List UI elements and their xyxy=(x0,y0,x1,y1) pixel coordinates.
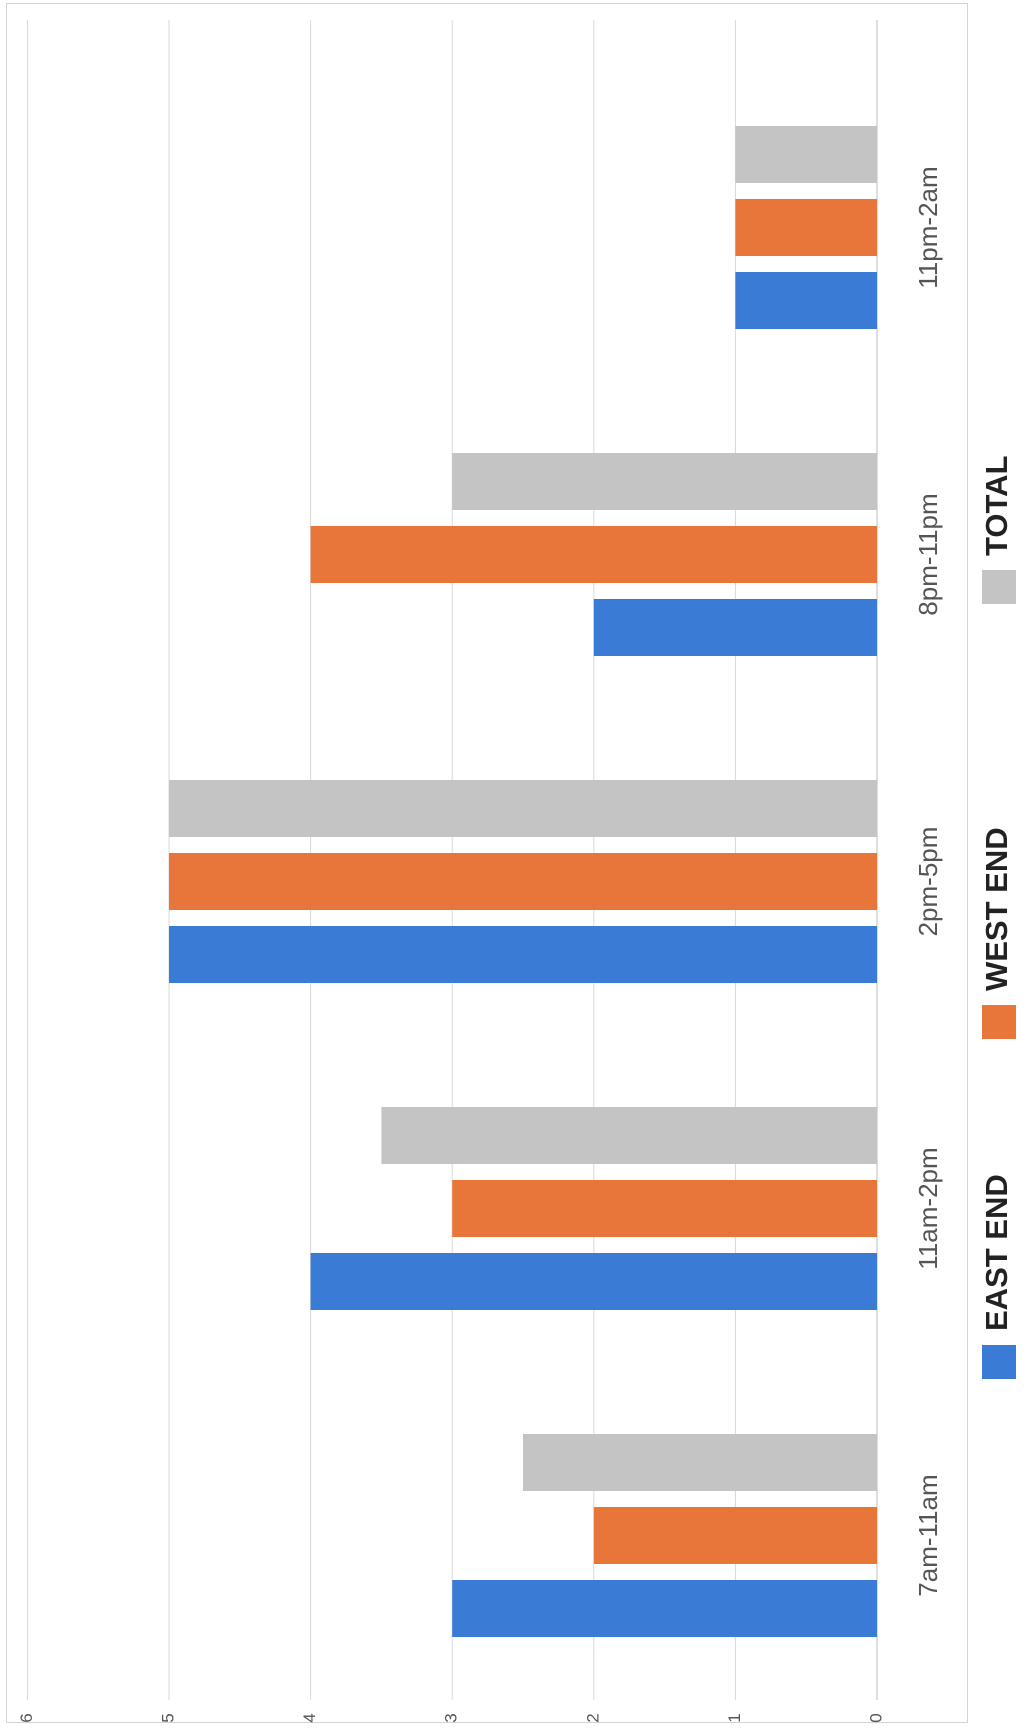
value-axis-ticks: 0 1 2 3 4 5 6 xyxy=(17,1713,886,1722)
category-axis-labels: 7am-11am 11am-2pm 2pm-5pm 8pm-11pm 11pm-2am xyxy=(913,166,943,1596)
bar-east-end-8pm-11pm xyxy=(593,599,877,656)
value-tick-3: 3 xyxy=(442,1713,461,1722)
category-label-11am-2pm: 11am-2pm xyxy=(913,1147,943,1269)
bars xyxy=(169,126,878,1637)
category-label-7am-11am: 7am-11am xyxy=(913,1474,943,1596)
bar-west-end-8pm-11pm xyxy=(310,526,878,583)
bar-west-end-2pm-5pm xyxy=(169,853,877,910)
legend-label-west-end: WEST END xyxy=(979,827,1014,991)
chart-frame xyxy=(6,3,968,1723)
legend-swatch-west-end xyxy=(982,1005,1016,1039)
bar-east-end-2pm-5pm xyxy=(169,926,877,983)
value-tick-5: 5 xyxy=(158,1713,177,1722)
bar-total-11am-2pm xyxy=(381,1107,877,1164)
legend-swatch-east-end xyxy=(982,1345,1016,1379)
legend-label-total: TOTAL xyxy=(979,456,1014,556)
bar-west-end-11am-2pm xyxy=(452,1180,877,1237)
bar-total-7am-11am xyxy=(523,1434,877,1491)
legend-label-east-end: EAST END xyxy=(979,1174,1014,1331)
value-tick-4: 4 xyxy=(300,1713,319,1722)
bar-east-end-11am-2pm xyxy=(310,1253,878,1310)
bar-total-11pm-2am xyxy=(735,126,877,183)
category-label-8pm-11pm: 8pm-11pm xyxy=(913,493,943,615)
value-tick-2: 2 xyxy=(583,1713,602,1722)
bar-east-end-7am-11am xyxy=(452,1580,877,1637)
bar-total-2pm-5pm xyxy=(169,780,877,837)
category-label-2pm-5pm: 2pm-5pm xyxy=(913,827,943,937)
value-tick-0: 0 xyxy=(866,1713,885,1722)
value-tick-1: 1 xyxy=(725,1713,744,1722)
bar-total-8pm-11pm xyxy=(452,453,877,510)
bar-west-end-11pm-2am xyxy=(735,199,877,256)
category-label-11pm-2am: 11pm-2am xyxy=(913,166,943,288)
bar-west-end-7am-11am xyxy=(593,1507,877,1564)
bar-east-end-11pm-2am xyxy=(735,272,877,329)
legend-swatch-total xyxy=(982,570,1016,604)
legend: EAST END WEST END TOTAL xyxy=(979,456,1016,1379)
value-tick-6: 6 xyxy=(17,1713,36,1722)
